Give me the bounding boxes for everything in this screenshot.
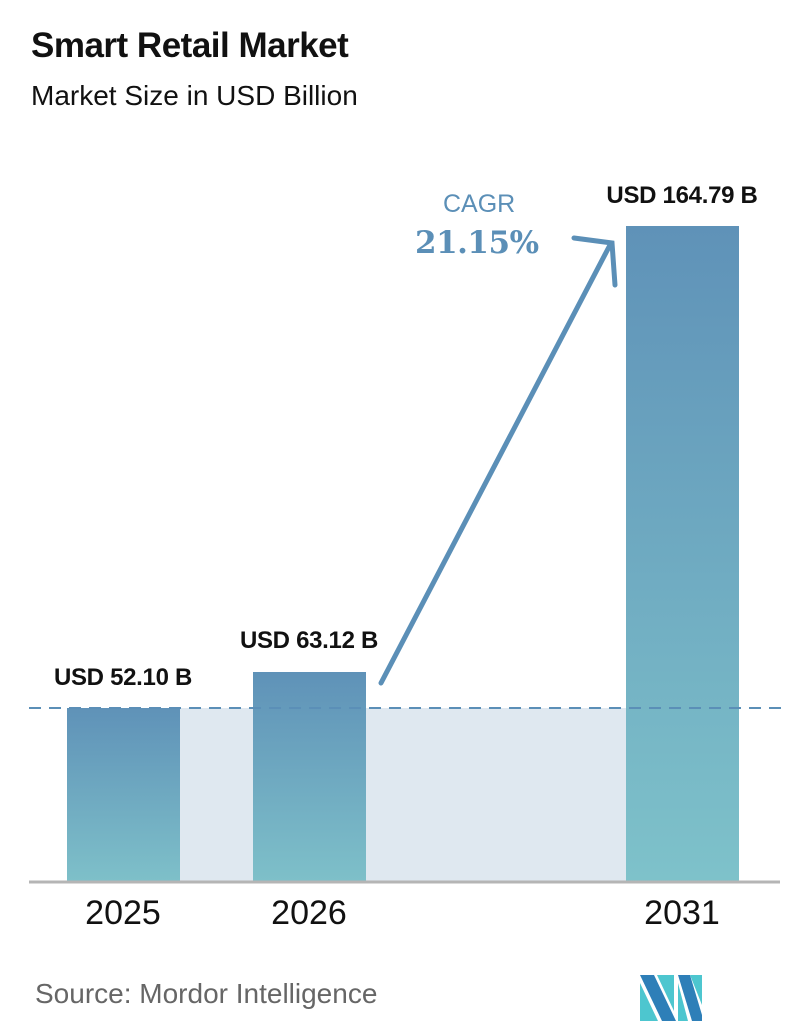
x-tick-2031: 2031 — [644, 894, 720, 932]
chart-subtitle: Market Size in USD Billion — [31, 80, 358, 111]
x-tick-2025: 2025 — [85, 894, 161, 932]
mordor-intelligence-logo-icon — [640, 975, 702, 1021]
cagr-label: CAGR — [443, 190, 516, 218]
bar-value-label-2031: USD 164.79 B — [606, 182, 758, 209]
chart-title: Smart Retail Market — [31, 26, 349, 65]
bar-2025 — [67, 708, 180, 882]
bar-value-label-2025: USD 52.10 B — [53, 664, 193, 691]
cagr-arrow-icon — [378, 235, 618, 686]
bar-2031 — [626, 226, 739, 882]
cagr-value: 21.15% — [415, 225, 539, 261]
bar-2026 — [253, 672, 366, 882]
source-note: Source: Mordor Intelligence — [35, 978, 378, 1009]
bar-value-label-2026: USD 63.12 B — [239, 627, 379, 654]
x-tick-2026: 2026 — [271, 894, 347, 932]
